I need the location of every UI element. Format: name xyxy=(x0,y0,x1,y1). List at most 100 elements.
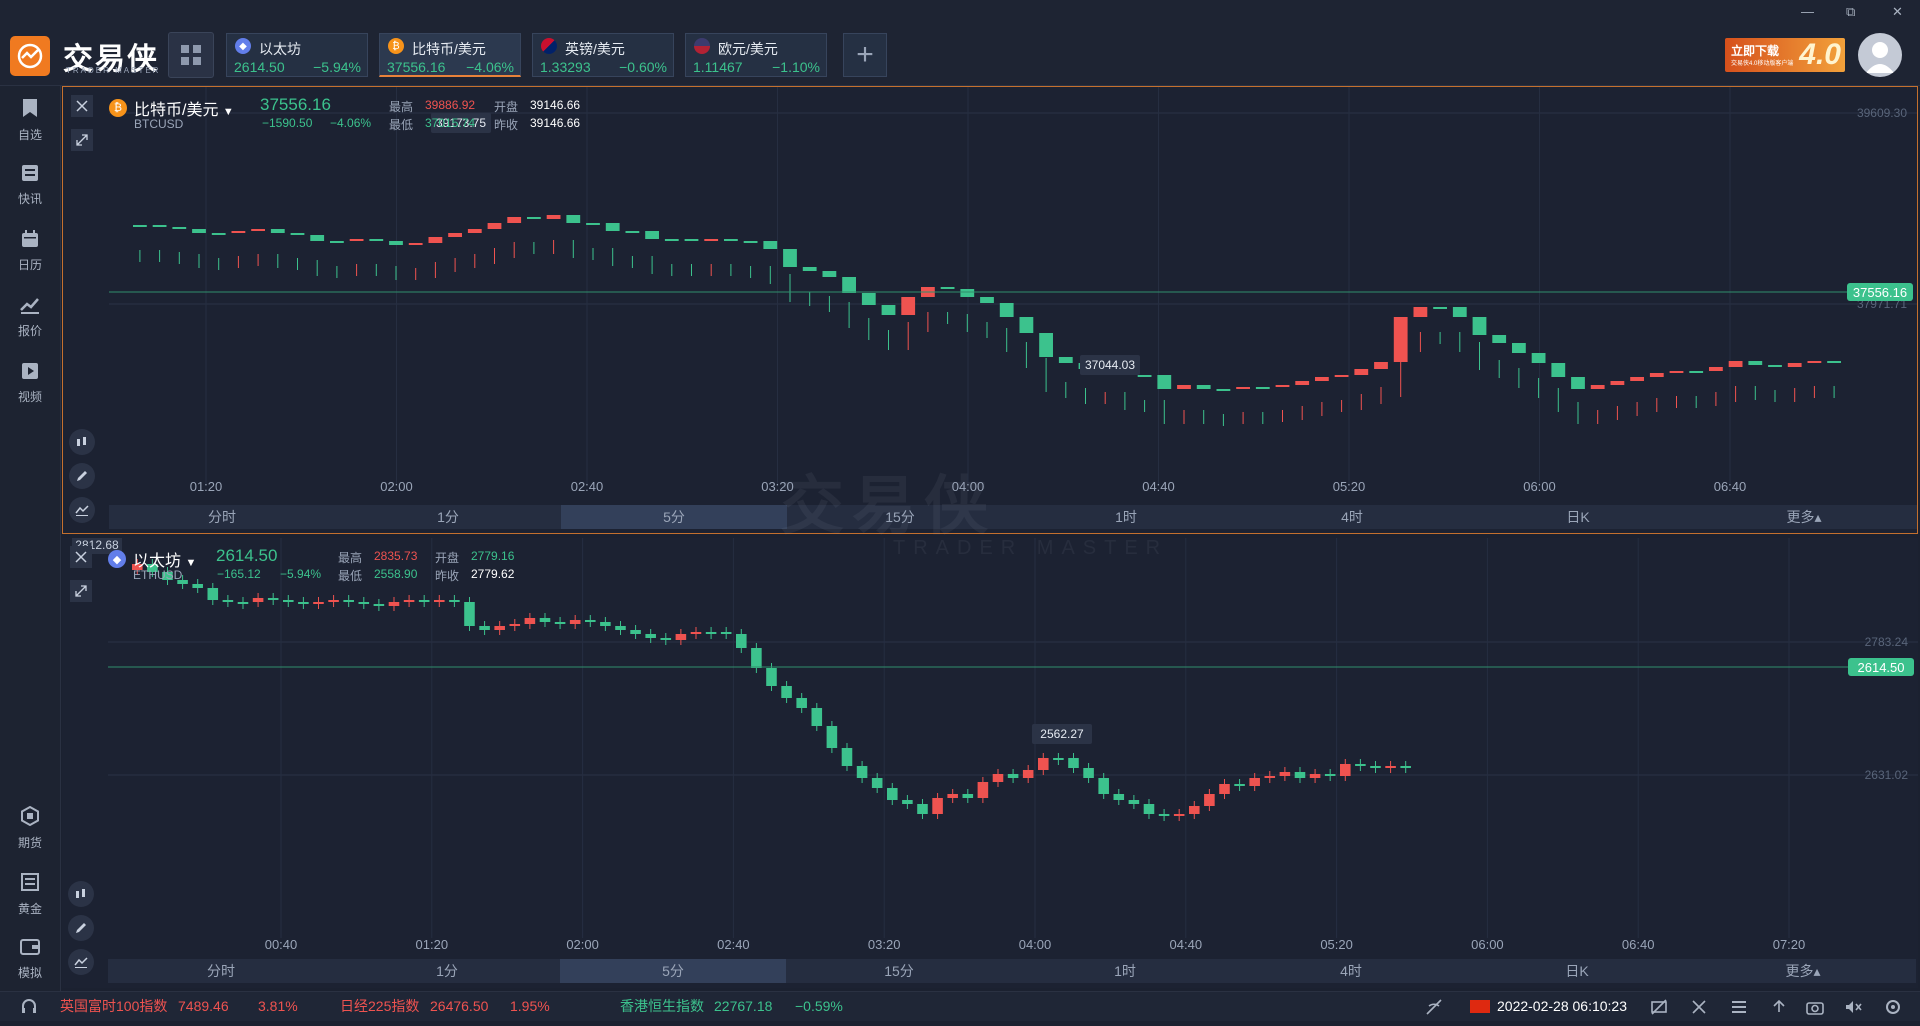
calendar-icon xyxy=(22,230,38,247)
headset-icon[interactable] xyxy=(20,992,38,1026)
candle-body xyxy=(1433,307,1447,309)
close-panel-button[interactable] xyxy=(70,546,92,568)
candle-body xyxy=(1098,778,1109,794)
time-axis-label: 03:20 xyxy=(868,937,901,952)
candle-body xyxy=(428,237,443,243)
candle-body xyxy=(252,598,264,602)
draw-tool-button[interactable] xyxy=(68,915,94,941)
sidebar-item-quotes[interactable]: 报价 xyxy=(0,296,60,339)
timeframe-5m[interactable]: 5分 xyxy=(561,505,787,529)
index-name[interactable]: 香港恒生指数 xyxy=(620,998,704,1014)
timeframe-1h[interactable]: 1时 xyxy=(1114,963,1136,979)
open-value: 2779.16 xyxy=(471,549,515,563)
add-tab-button[interactable]: + xyxy=(843,33,887,77)
index-name[interactable]: 日经225指数 xyxy=(340,998,420,1014)
close-panel-button[interactable] xyxy=(71,95,93,117)
chart-panel-ethusd[interactable]: 2783.24 2631.02 00:40 01:20 02:00 02:40 03:20 0… xyxy=(62,538,1918,988)
symbol-name-dropdown[interactable]: 比特币/美元 ▼ xyxy=(134,96,234,120)
indicator-tool-button[interactable] xyxy=(68,881,94,907)
sidebar-item-simulation[interactable]: 模拟 xyxy=(0,938,60,981)
settings-icon[interactable] xyxy=(1884,992,1902,1026)
current-price-tag-label: 37556.16 xyxy=(1853,285,1907,300)
candle-body xyxy=(1279,772,1291,776)
sidebar-item-video[interactable]: 视频 xyxy=(0,362,60,405)
sidebar-label: 黄金 xyxy=(17,902,42,916)
tab-gbp-usd[interactable]: 英镑/美元 1.33293 −0.60% xyxy=(532,33,674,77)
expand-panel-button[interactable] xyxy=(71,129,93,151)
candle-body xyxy=(704,239,719,241)
candlestick-chart[interactable]: 2783.24 2631.02 00:40 01:20 02:00 02:40 03:20 0… xyxy=(62,538,1918,988)
menu-icon[interactable] xyxy=(1730,992,1748,1026)
timeframe-15m[interactable]: 15分 xyxy=(885,509,915,525)
symbol-name-dropdown[interactable]: 以太坊 ▼ xyxy=(133,547,196,571)
timeframe-1m[interactable]: 1分 xyxy=(436,963,458,979)
candle-body xyxy=(751,648,762,668)
sidebar-label: 自选 xyxy=(17,128,42,142)
sidebar-item-futures[interactable]: 期货 xyxy=(0,805,60,851)
timeframe-15m[interactable]: 15分 xyxy=(884,963,914,979)
timeframe-tick[interactable]: 分时 xyxy=(207,963,235,979)
timeframe-1m[interactable]: 1分 xyxy=(437,509,459,525)
timeframe-5m[interactable]: 5分 xyxy=(560,959,786,983)
draw-tool-button[interactable] xyxy=(69,463,95,489)
tab-bitcoin-usd[interactable]: ₿ 比特币/美元 37556.16 −4.06% xyxy=(379,33,521,77)
sidebar-item-news[interactable]: 快讯 xyxy=(0,164,60,207)
timeframe-tick[interactable]: 分时 xyxy=(208,509,236,525)
upload-icon[interactable] xyxy=(1770,992,1788,1026)
sidebar-item-gold[interactable]: 黄金 xyxy=(0,872,60,917)
candle-body xyxy=(901,297,916,315)
prevclose-label: 昨收 xyxy=(435,569,460,583)
candle-body xyxy=(871,778,883,788)
tab-eur-usd[interactable]: 欧元/美元 1.11467 −1.10% xyxy=(685,33,827,77)
app-logo-icon xyxy=(10,36,50,76)
expand-panel-button[interactable] xyxy=(70,580,92,602)
tab-price: 1.11467 xyxy=(693,59,743,75)
layout-grid-button[interactable] xyxy=(168,32,214,78)
sidebar-item-watchlist[interactable]: 自选 xyxy=(0,98,60,143)
connection-icon[interactable] xyxy=(1425,992,1443,1026)
chart-panel-btcusd[interactable]: 39609.30 37971.71 01:20 02:00 02:40 03:20 04:0… xyxy=(62,86,1918,534)
sidebar-item-calendar[interactable]: 日历 xyxy=(0,230,60,273)
candles-icon xyxy=(76,889,85,898)
timeframe-more[interactable]: 更多▴ xyxy=(1785,963,1821,979)
candle-body xyxy=(1355,764,1366,766)
index-name[interactable]: 英国富时100指数 xyxy=(60,998,168,1014)
candle-body xyxy=(132,564,143,570)
timeframe-4h[interactable]: 4时 xyxy=(1340,963,1362,979)
ethereum-icon: ◆ xyxy=(235,38,251,54)
candle-body xyxy=(1234,784,1245,786)
candle-body xyxy=(349,239,364,241)
time-axis-label: 02:40 xyxy=(571,479,604,494)
time-axis-label: 01:20 xyxy=(190,479,223,494)
candle-body xyxy=(162,572,173,580)
close-window-button[interactable]: ✕ xyxy=(1892,4,1903,19)
candle-body xyxy=(524,618,536,624)
timeframe-4h[interactable]: 4时 xyxy=(1341,509,1363,525)
candle-body xyxy=(369,239,384,241)
grid-icon xyxy=(181,45,201,65)
timeframe-day[interactable]: 日K xyxy=(1566,509,1590,525)
minimize-button[interactable]: — xyxy=(1801,4,1814,19)
candle-body xyxy=(736,634,747,648)
user-avatar[interactable] xyxy=(1858,33,1902,77)
tools-icon[interactable] xyxy=(1690,992,1708,1026)
timeframe-more[interactable]: 更多▴ xyxy=(1786,509,1822,525)
tab-ethereum[interactable]: ◆ 以太坊 2614.50 −5.94% xyxy=(226,33,368,77)
low-value: 2558.90 xyxy=(374,567,418,581)
download-promo-banner[interactable]: 立即下载 交易侠4.0移动版客户端 4.0 xyxy=(1725,38,1845,72)
screenshot-tool-icon[interactable] xyxy=(1650,992,1668,1026)
timeframe-1h[interactable]: 1时 xyxy=(1115,509,1137,525)
timeframe-day[interactable]: 日K xyxy=(1565,963,1589,979)
candle-body xyxy=(586,223,600,225)
mute-icon[interactable] xyxy=(1844,992,1862,1026)
time-axis-label: 05:20 xyxy=(1320,937,1353,952)
restore-button[interactable]: ⧉ xyxy=(1846,4,1856,19)
camera-icon[interactable] xyxy=(1806,992,1824,1026)
indicator-tool-button[interactable] xyxy=(69,429,95,455)
chart-type-button[interactable] xyxy=(68,949,94,975)
index-value: 26476.50 xyxy=(430,998,489,1014)
price-marker-box xyxy=(1080,355,1140,375)
open-value: 39146.66 xyxy=(530,98,581,112)
chart-type-button[interactable] xyxy=(69,497,95,523)
